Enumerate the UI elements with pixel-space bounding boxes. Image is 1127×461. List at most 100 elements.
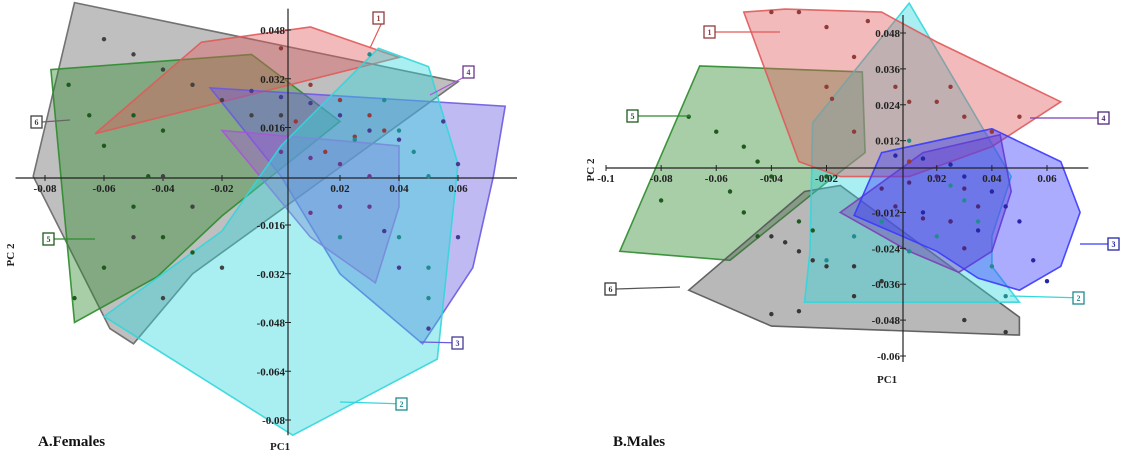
data-point-group-4 xyxy=(920,216,926,221)
data-point-group-6 xyxy=(796,249,802,254)
data-point-group-4 xyxy=(948,219,953,224)
data-point-group-2 xyxy=(906,249,912,254)
data-point-group-6 xyxy=(782,240,788,245)
x-axis-title: PC1 xyxy=(270,441,290,453)
group-label-box xyxy=(30,115,43,129)
data-point-group-4 xyxy=(337,204,343,209)
data-point-group-6 xyxy=(160,174,166,179)
y-axis-title: PC 2 xyxy=(5,243,17,266)
data-point-group-2 xyxy=(352,137,357,142)
data-point-group-1 xyxy=(934,99,939,104)
chart-males: -0.1 -0.08 -0.06 -0.04 -0.02 0.02 0.04 0.06 0.04… xyxy=(585,1,1120,450)
panel-title: B.Males xyxy=(613,434,665,450)
data-point-group-5 xyxy=(101,265,107,270)
data-point-group-2 xyxy=(396,234,402,240)
data-point-group-5 xyxy=(824,174,829,179)
x-tick-label: -0.1 xyxy=(597,173,614,185)
label-leader-line xyxy=(41,119,71,123)
data-point-group-6 xyxy=(249,113,254,118)
data-point-group-5 xyxy=(714,129,719,134)
data-point-group-5 xyxy=(755,159,760,164)
data-point-group-5 xyxy=(755,234,760,239)
label-leader-line xyxy=(615,286,681,290)
data-point-group-4 xyxy=(975,204,981,209)
group-label-5: 5 xyxy=(631,112,635,121)
data-point-group-1 xyxy=(865,18,871,24)
group-label-6: 6 xyxy=(35,118,39,127)
hull-group-4 xyxy=(838,133,1013,274)
data-point-group-2 xyxy=(906,138,912,143)
group-label-box xyxy=(372,11,385,25)
data-point-group-4 xyxy=(893,204,898,209)
panel-title: A.Females xyxy=(38,434,105,450)
data-point-group-5 xyxy=(160,128,166,133)
data-point-group-2 xyxy=(879,219,884,224)
data-point-group-1 xyxy=(769,9,774,15)
data-point-group-6 xyxy=(769,311,774,317)
data-point-group-2 xyxy=(396,128,402,133)
data-point-group-1 xyxy=(962,114,967,119)
data-point-group-1 xyxy=(308,82,313,88)
data-point-group-3 xyxy=(382,228,387,234)
data-point-group-3 xyxy=(975,228,981,233)
group-label-2: 2 xyxy=(400,400,404,409)
data-point-group-2 xyxy=(426,174,431,179)
data-point-group-1 xyxy=(824,84,829,90)
group-label-1: 1 xyxy=(708,28,712,37)
y-tick-label: -0.064 xyxy=(257,366,286,378)
data-point-group-6 xyxy=(769,234,774,239)
data-point-group-3 xyxy=(893,153,898,158)
data-point-group-4 xyxy=(367,174,372,179)
data-point-group-2 xyxy=(934,234,939,239)
y-axis-title: PC 2 xyxy=(585,158,597,181)
data-point-group-6 xyxy=(160,295,166,301)
data-point-group-3 xyxy=(308,100,313,106)
data-point-group-2 xyxy=(1003,293,1008,299)
group-label-2: 2 xyxy=(1077,294,1081,303)
x-tick-label: -0.04 xyxy=(760,173,783,185)
group-label-6: 6 xyxy=(609,285,613,294)
data-point-group-3 xyxy=(1031,258,1036,263)
y-tick-label: 0.032 xyxy=(260,74,285,86)
data-point-group-5 xyxy=(741,144,747,149)
data-point-group-4 xyxy=(962,246,967,251)
x-tick-label: 0.02 xyxy=(927,173,947,185)
hull-group-3 xyxy=(853,127,1081,292)
hull-group-1 xyxy=(94,26,402,135)
data-point-group-2 xyxy=(975,219,981,224)
data-point-group-3 xyxy=(396,265,402,270)
hull-group-1 xyxy=(742,8,1063,178)
data-point-group-5 xyxy=(686,114,691,119)
data-point-group-1 xyxy=(851,54,857,60)
data-point-group-5 xyxy=(66,82,71,88)
data-point-group-1 xyxy=(337,97,343,103)
data-point-group-1 xyxy=(323,149,328,155)
x-tick-label: 0.02 xyxy=(330,183,350,195)
data-point-group-2 xyxy=(411,149,416,155)
points-males xyxy=(658,9,1050,335)
x-tick-label: -0.04 xyxy=(152,183,175,195)
hulls-males xyxy=(618,1,1081,336)
data-point-group-6 xyxy=(1003,329,1008,335)
group-label-box xyxy=(395,397,408,411)
data-point-group-3 xyxy=(337,113,343,118)
data-point-group-3 xyxy=(441,119,446,124)
data-point-group-3 xyxy=(249,88,254,94)
data-point-group-3 xyxy=(1017,219,1022,224)
group-label-box xyxy=(1107,237,1120,251)
data-point-group-4 xyxy=(367,204,372,209)
data-point-group-1 xyxy=(906,99,912,104)
x-tick-label: -0.08 xyxy=(650,173,673,185)
data-point-group-1 xyxy=(829,96,835,101)
label-leader-line xyxy=(1009,295,1085,299)
group-label-box xyxy=(1097,111,1110,125)
chart-females: -0.08 -0.06 -0.04 -0.02 0.02 0.04 0.06 0.048 0.0… xyxy=(5,1,517,453)
data-point-group-5 xyxy=(769,174,774,179)
group-label-box xyxy=(462,65,475,79)
data-point-group-2 xyxy=(426,295,431,301)
data-point-group-1 xyxy=(352,134,357,139)
x-tick-label: 0.04 xyxy=(389,183,409,195)
data-point-group-4 xyxy=(879,186,884,191)
x-tick-label: -0.06 xyxy=(93,183,116,195)
group-label-5: 5 xyxy=(47,235,51,244)
